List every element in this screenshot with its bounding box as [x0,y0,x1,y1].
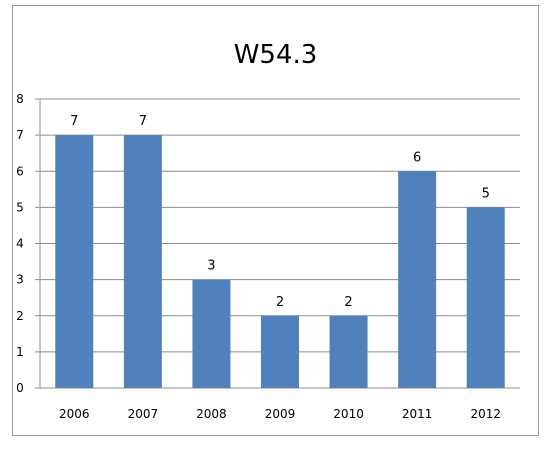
bar [329,315,368,388]
data-label: 7 [70,114,78,129]
y-axis-ticks: 0 1 2 3 4 5 6 7 8 [16,92,24,395]
bar [398,171,437,388]
x-tick-label: 2008 [196,407,227,421]
y-tick-label: 1 [16,345,24,359]
bar [466,207,505,388]
y-tick-label: 6 [16,164,24,178]
data-label: 5 [482,186,490,201]
x-tick-label: 2011 [402,407,433,421]
data-label: 2 [276,295,284,310]
bar [261,315,299,388]
data-labels: 7 7 3 2 2 6 5 [70,114,490,310]
x-tick-label: 2007 [128,407,159,421]
y-tick-label: 2 [16,309,24,323]
x-tick-label: 2006 [59,407,90,421]
data-label: 7 [139,114,147,129]
bar [123,135,162,388]
x-tick-label: 2010 [333,407,364,421]
gridlines [35,98,520,389]
data-label: 3 [207,259,215,274]
data-label: 2 [344,295,352,310]
y-tick-label: 7 [16,128,24,142]
y-tick-label: 5 [16,200,24,214]
x-tick-label: 2012 [470,407,501,421]
y-tick-label: 0 [16,381,24,395]
chart-title: W54.3 [233,40,318,70]
data-label: 6 [413,150,421,165]
y-tick-label: 3 [16,273,24,287]
bar [55,135,94,388]
x-tick-label: 2009 [265,407,296,421]
x-axis-ticks: 2006 2007 2008 2009 2010 2011 2012 [59,407,501,421]
bars [55,135,505,388]
bar [192,279,231,388]
y-tick-label: 8 [16,92,24,106]
y-tick-label: 4 [16,237,24,251]
